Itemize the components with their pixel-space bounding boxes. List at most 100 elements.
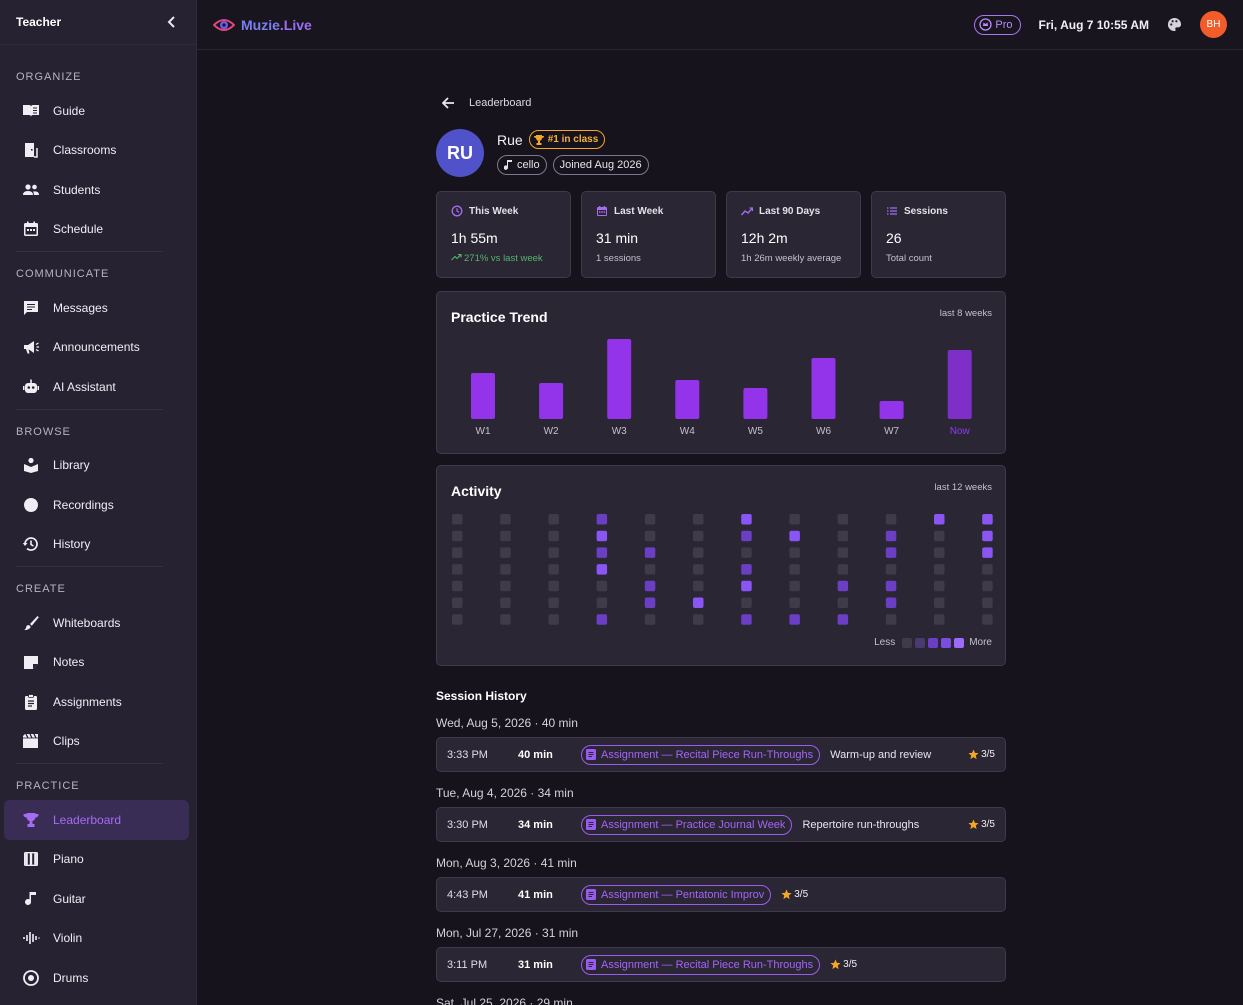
sidebar-section-communicate: COMMUNICATE Messages Announcements AI Assis… [0,252,196,410]
stat-header: This Week [451,205,556,217]
sidebar-item-label: Leaderboard [53,812,122,827]
activity-cell [885,614,897,625]
stat-title: Last Week [614,205,664,217]
sidebar-item-guitar[interactable]: Guitar [0,879,196,919]
sidebar-item-label: Announcements [53,340,140,355]
activity-cell [837,614,849,625]
session-duration: 40 min [518,748,553,761]
activity-cell [500,547,511,558]
assignment-chip[interactable]: Assignment — Recital Piece Run-Throughs [581,954,821,975]
session-day-label: Wed, Aug 5, 2026 · 40 min [436,716,578,730]
sidebar-item-clips[interactable]: Clips [0,722,196,762]
session-time: 3:33 PM [447,748,488,761]
activity-cell [548,564,559,575]
activity-cell [596,580,608,592]
sidebar-item-ai-assistant[interactable]: AI Assistant [0,367,196,407]
crown-badge-icon [979,18,993,31]
sidebar-item-messages[interactable]: Messages [0,288,196,328]
sidebar-item-drums[interactable]: Drums [0,958,196,998]
sidebar-item-label: Drums [53,970,89,985]
joined-chip: Joined Aug 2026 [552,155,649,175]
activity-cell [885,547,897,558]
stat-subtext: 1h 26m weekly average [741,253,846,264]
session-row[interactable]: 3:11 PM 31 min Assignment — Recital Piece … [436,947,1006,982]
sidebar-item-piano[interactable]: Piano [0,840,196,880]
star-icon [781,889,792,900]
activity-cell [596,547,608,558]
sidebar-item-library[interactable]: Library [0,446,196,486]
stat-header: Sessions [886,205,991,217]
assignment-chip[interactable]: Assignment — Pentatonic Improv [581,884,772,905]
door-icon [22,141,40,159]
session-row[interactable]: 4:43 PM 41 min Assignment — Pentatonic Imp… [436,877,1006,912]
sidebar-item-schedule[interactable]: Schedule [0,210,196,250]
stat-header: Last Week [596,205,701,217]
sidebar-section-browse: BROWSE Library Recordings History [0,410,196,567]
activity-cell [789,614,800,625]
star-icon [830,959,841,970]
activity-cell [596,614,608,625]
pro-badge[interactable]: Pro [974,14,1021,35]
trend-bar-w3 [607,339,632,419]
palette-icon [1167,17,1182,32]
session-duration: 41 min [518,888,553,901]
trend-icon [741,205,753,217]
assignment-chip[interactable]: Assignment — Practice Journal Week [581,814,793,835]
trend-tick-label: W1 [476,426,491,437]
session-row[interactable]: 3:30 PM 34 min Assignment — Practice Journ… [436,807,1006,842]
activity-cell [837,564,849,575]
sidebar-item-announcements[interactable]: Announcements [0,328,196,368]
brand-logo[interactable]: Muzie.Live [213,17,312,33]
sidebar-item-label: AI Assistant [53,379,116,394]
sidebar-item-history[interactable]: History [0,525,196,565]
rating-value: 3/5 [981,819,995,830]
activity-cell [500,580,511,592]
activity-cell [548,597,559,608]
activity-cell [982,580,993,592]
trend-tick-label: W4 [680,426,695,437]
collapse-sidebar-button[interactable] [164,14,180,30]
instrument-label: cello [517,159,540,171]
session-day-label: Mon, Jul 27, 2026 · 31 min [436,926,579,940]
sidebar-item-students[interactable]: Students [0,170,196,210]
activity-cell [644,580,656,592]
session-row[interactable]: 3:33 PM 40 min Assignment — Recital Piece … [436,737,1006,772]
sidebar-section-title: BROWSE [16,425,71,438]
activity-cell [741,514,752,525]
brand-name: Muzie.Live [241,16,312,33]
sidebar-item-notes[interactable]: Notes [0,643,196,683]
stat-value: 1h 55m [451,230,498,246]
activity-cell [693,597,704,608]
activity-cell [452,614,463,625]
back-button[interactable] [442,97,455,109]
activity-cell [500,514,511,525]
topbar-right: Pro Fri, Aug 7 10:55 AM BH [974,11,1227,38]
assignment-chip[interactable]: Assignment — Recital Piece Run-Throughs [581,744,821,765]
assignment-icon [585,958,597,971]
piano-icon [22,850,40,868]
session-day-label: Tue, Aug 4, 2026 · 34 min [436,786,574,800]
user-avatar[interactable]: BH [1200,11,1227,38]
trend-bar-w2 [539,383,564,419]
rating-value: 3/5 [981,749,995,760]
sidebar-item-recordings[interactable]: Recordings [0,485,196,525]
activity-cell [934,580,945,592]
sidebar-item-classrooms[interactable]: Classrooms [0,131,196,171]
session-history-title: Session History [436,689,527,703]
sidebar-item-label: Messages [53,300,108,315]
sidebar-item-assignments[interactable]: Assignments [0,682,196,722]
sidebar-item-label: Piano [53,852,84,867]
sidebar-item-guide[interactable]: Guide [0,91,196,131]
activity-cell [741,597,752,608]
sidebar-item-whiteboards[interactable]: Whiteboards [0,603,196,643]
theme-palette-button[interactable] [1167,17,1182,32]
activity-cell [837,547,849,558]
student-name: Rue [497,131,523,148]
rating-value: 3/5 [843,959,858,970]
sidebar-item-violin[interactable]: Violin [0,919,196,959]
stat-subtext-label: 271% vs last week [464,253,543,264]
activity-cell [885,597,897,608]
activity-cell [934,614,945,625]
sidebar-item-leaderboard[interactable]: Leaderboard [4,800,189,840]
main-content: Leaderboard RU Rue #1 in class cello Joi… [436,50,1006,1005]
